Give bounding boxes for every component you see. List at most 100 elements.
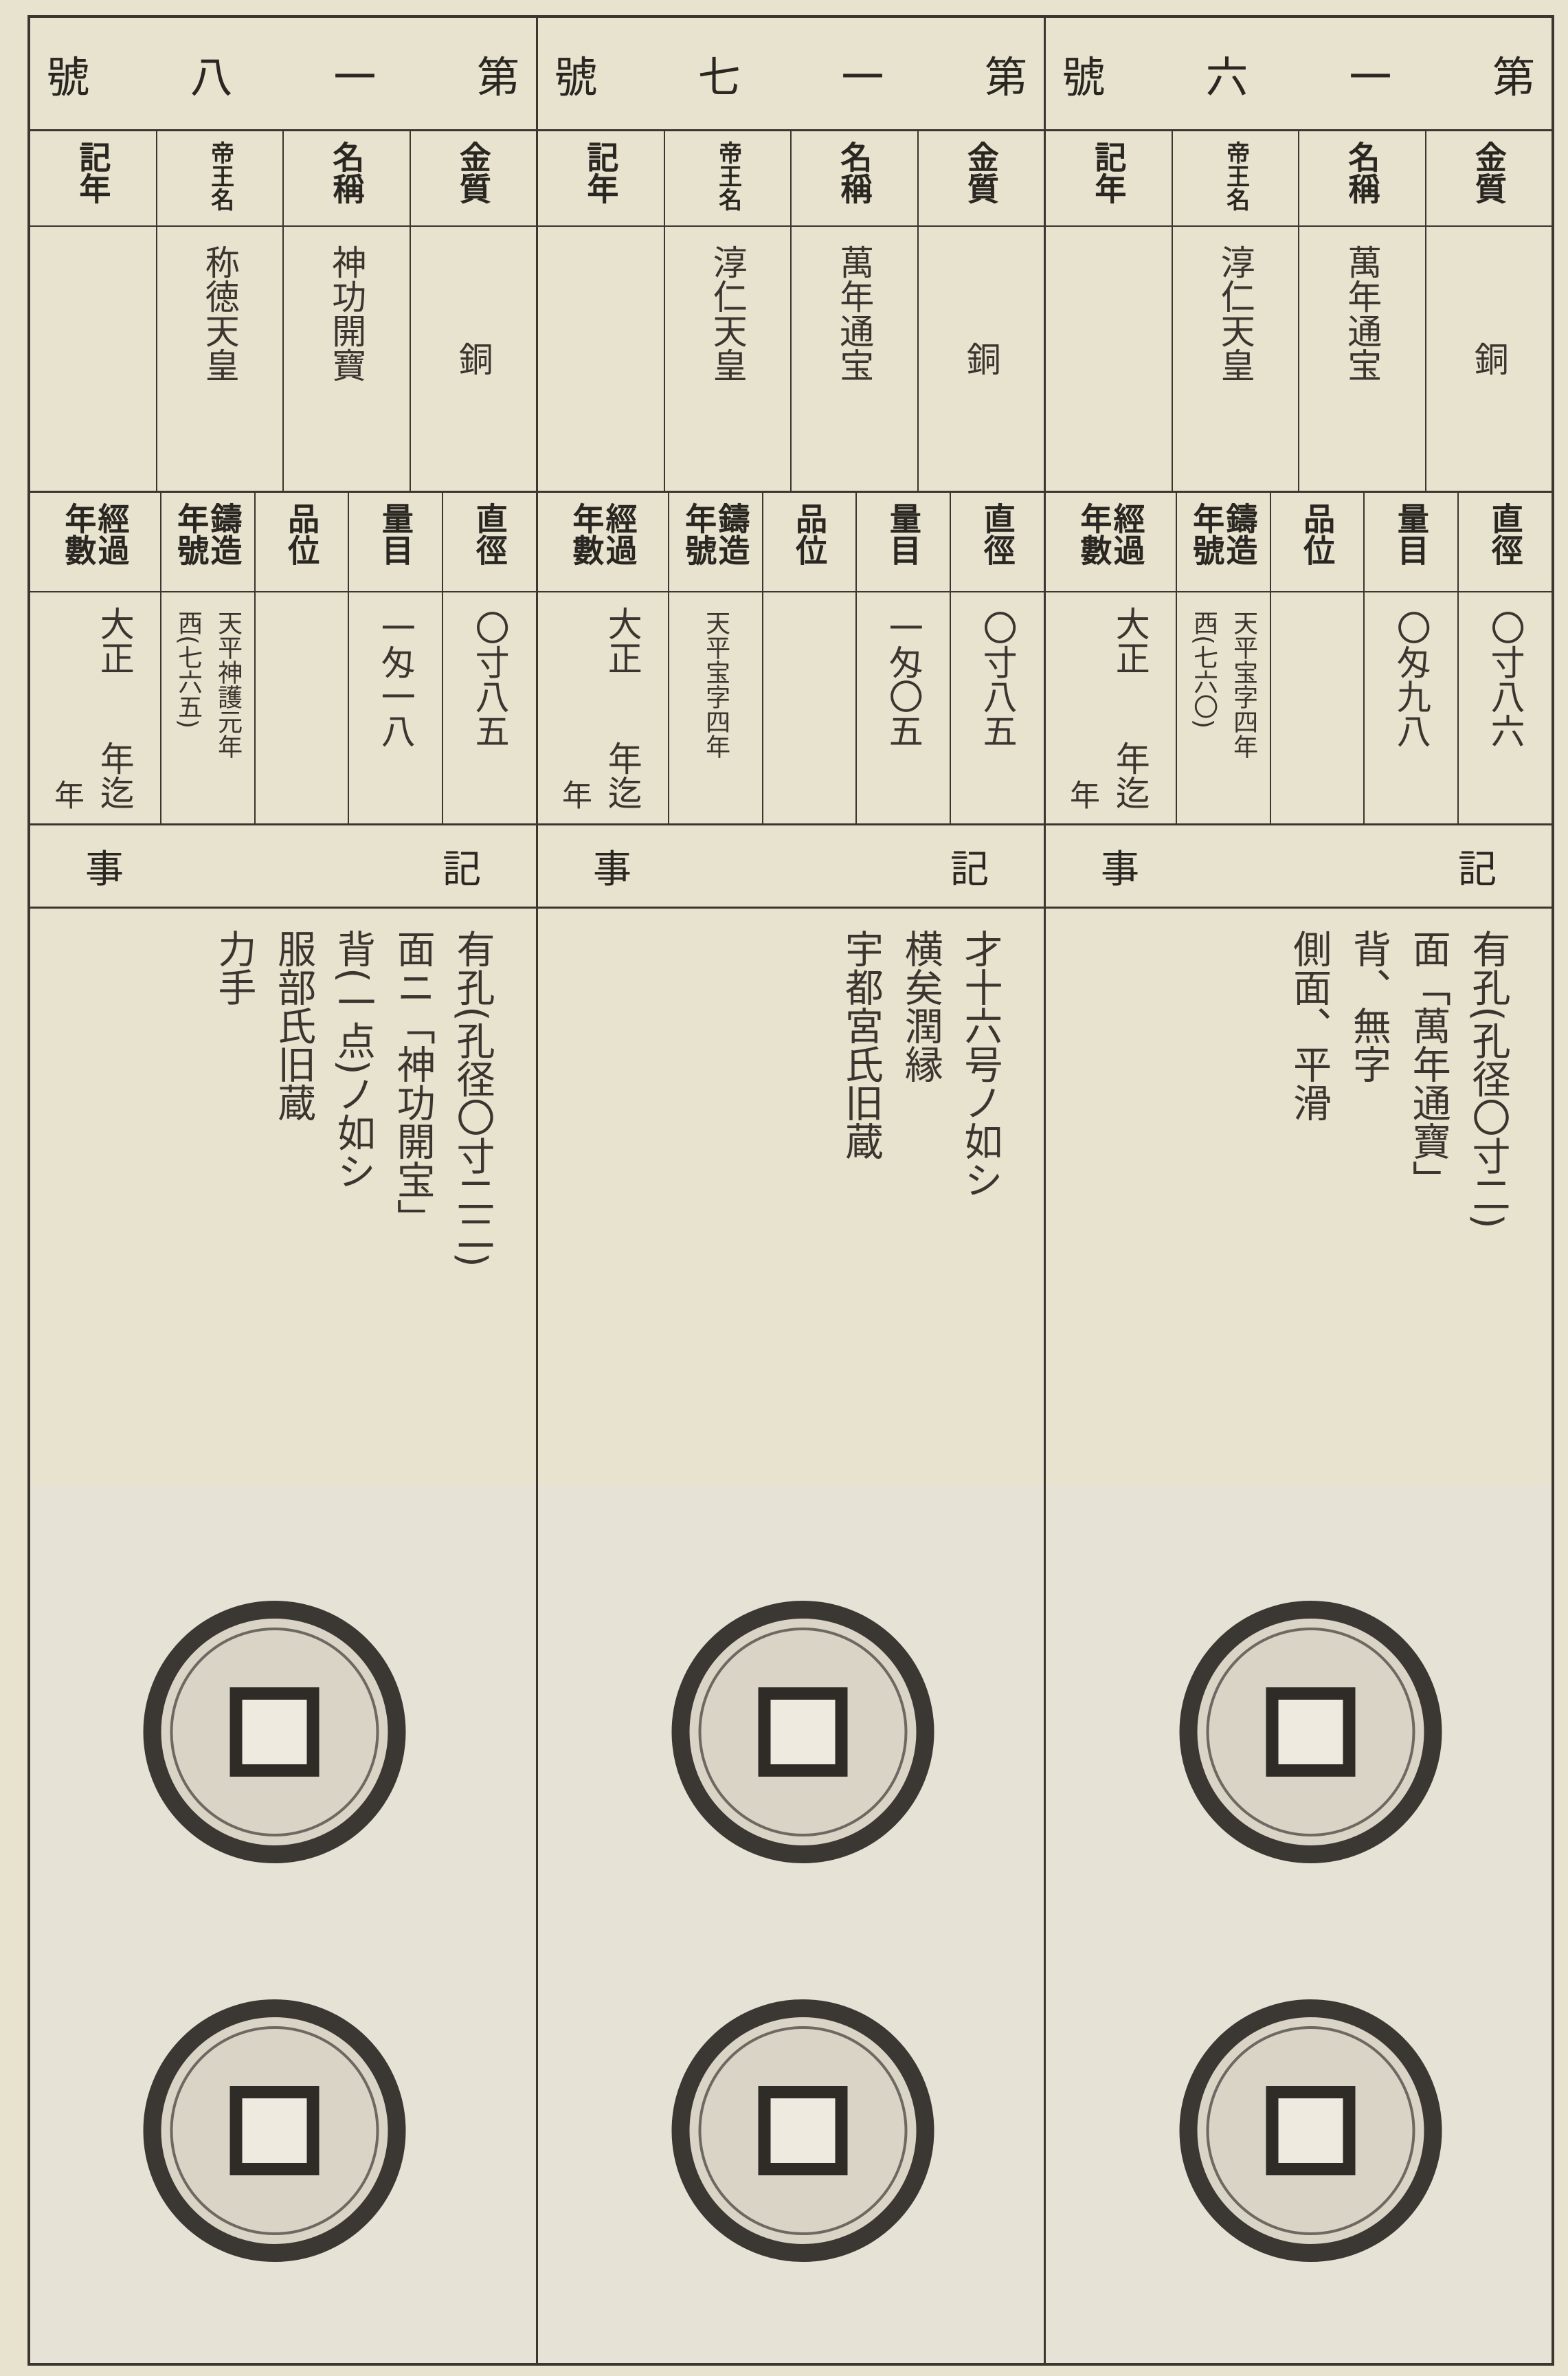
heading-char: 一 xyxy=(333,52,377,102)
heading-char: 七 xyxy=(697,52,741,102)
field-value: 〇匁九八 xyxy=(1391,610,1431,748)
coin-part xyxy=(698,1628,908,1836)
row-basic: 金質銅名稱 神功開寶 帝王名 称徳天皇 記年 xyxy=(30,131,536,493)
note-line: 横矣潤縁 xyxy=(898,929,943,1083)
field-value-cell: 一匁〇五 xyxy=(857,592,950,823)
notes-title-char: 記 xyxy=(443,847,481,892)
field-label-cell: 經過年數 xyxy=(30,493,160,592)
row-measure: 直徑 〇寸八五 量目 一匁一八 品位 鑄造年號 天平神護元年 西(七六五) 經過年數 大正 年迄年 xyxy=(30,493,536,825)
field-value-cell: 銅 xyxy=(1426,227,1552,491)
field-label-cell: 記年 xyxy=(30,131,156,227)
field-label-cell: 名稱 xyxy=(1299,131,1425,227)
notes-heading: 記事 xyxy=(1046,825,1552,909)
field: 量目 一匁〇五 xyxy=(855,493,950,823)
field-label-cell: 名稱 xyxy=(284,131,410,227)
note-line: 才十六号ノ如シ xyxy=(958,929,1003,1199)
field: 記年 xyxy=(538,131,664,491)
field-label: 量目 xyxy=(1392,502,1430,566)
field: 記年 xyxy=(30,131,156,491)
field: 金質銅 xyxy=(917,131,1044,491)
field-label-cell: 直徑 xyxy=(951,493,1044,592)
field-label-cell: 品位 xyxy=(255,493,348,592)
field: 金質銅 xyxy=(409,131,536,491)
catalog-entry: 第一八號金質銅名稱 神功開寶 帝王名 称徳天皇 記年 直徑 〇寸八五 量目 一匁一八 品位 鑄造年號… xyxy=(30,18,536,2363)
field: 名稱 神功開寶 xyxy=(282,131,410,491)
field: 直徑 〇寸八五 xyxy=(442,493,536,823)
elapsed-form: 年迄 xyxy=(94,741,135,810)
field-label: 直徑 xyxy=(1486,502,1524,566)
field-label-cell: 金質 xyxy=(410,131,536,227)
elapsed-form: 大正 xyxy=(94,606,135,675)
notes: 有孔(孔径〇寸二) 面「萬年通寶」 背、無字 側面、平滑 xyxy=(1046,909,1552,1485)
field-label: 量目 xyxy=(377,502,414,566)
heading-char: 號 xyxy=(1062,52,1106,102)
note-line: 面ニ「神功開宝」 xyxy=(390,929,436,1237)
field-value-cell xyxy=(1046,227,1172,491)
field-value-cell: 天平神護元年 西(七六五) xyxy=(161,592,254,823)
field: 金質銅 xyxy=(1424,131,1552,491)
coin-part xyxy=(229,1687,320,1777)
field-value-cell: 銅 xyxy=(919,227,1044,491)
note-line: 力手 xyxy=(211,929,256,1006)
notes-title-char: 事 xyxy=(1101,847,1139,892)
coin-part xyxy=(698,2026,908,2235)
field-label: 名稱 xyxy=(1343,141,1381,204)
field: 品位 xyxy=(254,493,348,823)
field: 帝王名 淳仁天皇 xyxy=(1171,131,1298,491)
field: 經過年數 大正 年迄年 xyxy=(538,493,668,823)
field: 名稱 萬年通宝 xyxy=(1298,131,1425,491)
field-value-cell: 淳仁天皇 xyxy=(665,227,791,491)
field-label: 記年 xyxy=(74,141,112,204)
notes: 才十六号ノ如シ 横矣潤縁 宇都宮氏旧蔵 xyxy=(538,909,1044,1485)
heading-char: 一 xyxy=(1349,52,1392,102)
field-label: 直徑 xyxy=(978,502,1016,566)
notes-heading: 記事 xyxy=(538,825,1044,909)
field-value-cell: 〇寸八六 xyxy=(1459,592,1552,823)
field: 經過年數 大正 年迄年 xyxy=(30,493,160,823)
note-line: 有孔(孔径〇寸二二) xyxy=(450,929,495,1267)
field-label: 記年 xyxy=(582,141,620,204)
field: 記年 xyxy=(1046,131,1172,491)
notes-heading: 記事 xyxy=(30,825,536,909)
coin-rubbings xyxy=(1179,1601,1442,2262)
field-value: 称徳天皇 xyxy=(199,245,240,382)
field: 量目 一匁一八 xyxy=(348,493,443,823)
field-value: 神功開寶 xyxy=(326,245,367,382)
heading-char: 號 xyxy=(555,52,598,102)
field: 帝王名 淳仁天皇 xyxy=(663,131,791,491)
notes-title-char: 事 xyxy=(85,847,124,892)
field-value-cell: 萬年通宝 xyxy=(1299,227,1425,491)
field-value-cell: 大正 年迄年 xyxy=(1046,592,1176,823)
field: 品位 xyxy=(1269,493,1364,823)
field: 鑄造年號 天平宝字四年 xyxy=(667,493,762,823)
field-value: 一匁一八 xyxy=(375,610,416,748)
field-value: 〇寸八五 xyxy=(469,610,510,748)
field-value-cell: 萬年通宝 xyxy=(792,227,917,491)
field-label-cell: 記年 xyxy=(1046,131,1172,227)
field-label: 鑄造年號 xyxy=(172,502,243,566)
note-line: 背(一点)ノ如シ xyxy=(331,929,376,1190)
heading-char: 六 xyxy=(1205,52,1248,102)
field-value-cell xyxy=(30,227,156,491)
field-label-cell: 金質 xyxy=(1426,131,1552,227)
field-value-cell: 天平宝字四年 xyxy=(669,592,762,823)
coin-part xyxy=(170,2026,379,2235)
entry-heading: 第一七號 xyxy=(538,18,1044,131)
field-label: 經過年數 xyxy=(60,502,131,566)
notes-title-char: 事 xyxy=(593,847,631,892)
note-line: 背、無字 xyxy=(1346,929,1391,1083)
note-line: 側面、平滑 xyxy=(1286,929,1332,1122)
elapsed-form: 年迄 xyxy=(1110,741,1150,810)
field-value-cell: 大正 年迄年 xyxy=(538,592,668,823)
field: 經過年數大正 年迄年 xyxy=(1046,493,1176,823)
notes-title-char: 記 xyxy=(1458,847,1497,892)
field-value-cell: 称徳天皇 xyxy=(157,227,283,491)
field-label-cell: 直徑 xyxy=(1459,493,1552,592)
field-label-cell: 經過年數 xyxy=(538,493,668,592)
field-value-cell: 天平宝字四年 西(七六〇) xyxy=(1177,592,1270,823)
field-label-cell: 量目 xyxy=(857,493,950,592)
field: 鑄造年號天平神護元年 西(七六五) xyxy=(159,493,254,823)
field-label: 經過年數 xyxy=(1075,502,1146,566)
field: 名稱 萬年通宝 xyxy=(790,131,917,491)
field-value-cell: 大正 年迄年 xyxy=(30,592,160,823)
